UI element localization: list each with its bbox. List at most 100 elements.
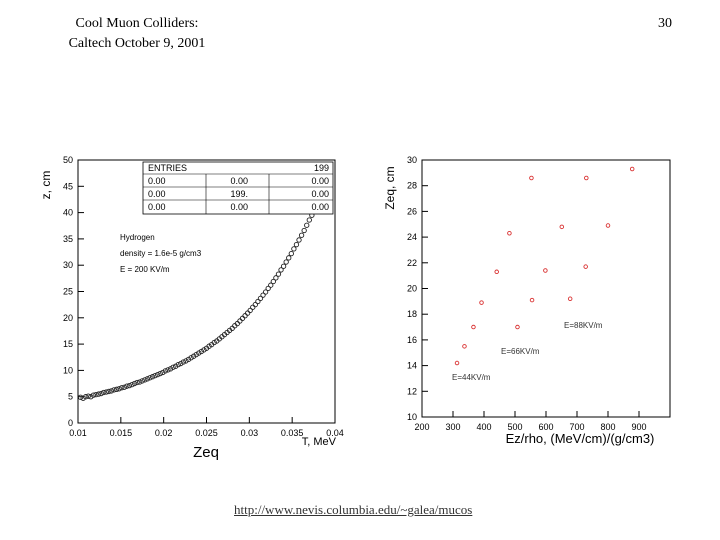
x-tick-label: 300 bbox=[445, 422, 460, 432]
data-point bbox=[298, 232, 305, 238]
x-tick-label: 0.04 bbox=[326, 428, 344, 438]
data-point bbox=[543, 268, 548, 273]
data-point bbox=[157, 370, 163, 377]
y-tick-label: 35 bbox=[63, 234, 73, 244]
data-point bbox=[170, 364, 176, 370]
y-tick-label: 12 bbox=[407, 386, 417, 396]
y-tick-label: 45 bbox=[63, 181, 73, 191]
x-tick-label: 0.025 bbox=[195, 428, 218, 438]
y-axis-label-right: Zeq, cm bbox=[383, 166, 397, 209]
stats-cell: 0.00 bbox=[230, 202, 248, 212]
data-point bbox=[134, 379, 140, 386]
header-subtitle: Caltech October 9, 2001 bbox=[68, 36, 206, 51]
data-point bbox=[103, 389, 109, 395]
slide-header: Cool Muon Colliders: Caltech October 9, … bbox=[62, 14, 212, 54]
x-tick-label: 700 bbox=[569, 422, 584, 432]
x-tick-label: 400 bbox=[476, 422, 491, 432]
data-point bbox=[121, 384, 127, 390]
y-axis-label-left: z, cm bbox=[39, 171, 53, 200]
data-point bbox=[567, 296, 573, 302]
data-point bbox=[278, 267, 284, 273]
footer-link[interactable]: http://www.nevis.columbia.edu/~galea/muc… bbox=[234, 502, 473, 517]
data-point bbox=[293, 242, 300, 248]
y-tick-label: 0 bbox=[68, 418, 73, 428]
y-tick-label: 26 bbox=[407, 206, 417, 216]
data-point bbox=[165, 367, 171, 373]
x-tick-label: 900 bbox=[631, 422, 646, 432]
data-point bbox=[93, 391, 99, 398]
data-point bbox=[162, 368, 169, 374]
data-point bbox=[273, 275, 279, 281]
x-tick-label: 800 bbox=[600, 422, 615, 432]
data-point bbox=[494, 269, 499, 275]
data-point bbox=[106, 388, 112, 395]
data-point bbox=[262, 289, 269, 295]
data-point bbox=[275, 271, 282, 277]
stats-cell: 0.00 bbox=[148, 189, 166, 199]
data-point bbox=[471, 324, 476, 330]
y-tick-label: 20 bbox=[407, 284, 417, 294]
data-point bbox=[629, 166, 635, 172]
data-point bbox=[286, 255, 292, 261]
data-point bbox=[291, 246, 297, 252]
y-tick-label: 28 bbox=[407, 181, 417, 191]
plot-frame-right bbox=[421, 159, 671, 418]
data-point bbox=[247, 307, 253, 314]
y-tick-label: 14 bbox=[407, 361, 417, 371]
data-point bbox=[83, 394, 89, 400]
data-point bbox=[304, 222, 310, 228]
data-point bbox=[584, 175, 589, 181]
data-point bbox=[252, 301, 258, 308]
annotation-block: Hydrogen density = 1.6e-5 g/cm3 E = 200 … bbox=[120, 233, 202, 274]
data-point bbox=[139, 378, 145, 384]
annotation-field: E = 200 KV/m bbox=[120, 265, 170, 274]
header-title: Cool Muon Colliders: bbox=[75, 16, 199, 31]
data-point bbox=[85, 393, 91, 399]
data-point bbox=[507, 230, 512, 236]
data-point bbox=[479, 300, 484, 305]
data-point bbox=[126, 383, 133, 389]
data-point bbox=[462, 344, 467, 349]
x-tick-label: 0.01 bbox=[69, 428, 87, 438]
data-point bbox=[270, 278, 276, 285]
data-point bbox=[301, 227, 307, 234]
data-point bbox=[283, 259, 289, 265]
data-point bbox=[98, 390, 104, 397]
data-point bbox=[260, 292, 266, 298]
stats-cell: 0.00 bbox=[311, 189, 329, 199]
y-tick-label: 25 bbox=[63, 287, 73, 297]
data-point bbox=[137, 379, 143, 385]
data-point bbox=[90, 392, 97, 398]
y-tick-label: 30 bbox=[63, 260, 73, 270]
x-axis-unit-label-left: T, MeV bbox=[302, 436, 337, 448]
y-tick-label: 50 bbox=[63, 155, 73, 165]
y-tick-label: 30 bbox=[407, 155, 417, 165]
y-tick-label: 24 bbox=[407, 232, 417, 242]
data-point bbox=[257, 295, 264, 301]
data-point bbox=[116, 386, 122, 392]
data-point bbox=[152, 373, 158, 379]
plot-frame-left bbox=[77, 159, 336, 424]
y-tick-label: 18 bbox=[407, 309, 417, 319]
data-point bbox=[180, 359, 187, 365]
data-point bbox=[149, 374, 156, 380]
data-point bbox=[95, 391, 102, 397]
y-tick-label: 15 bbox=[63, 339, 73, 349]
data-point bbox=[265, 285, 271, 291]
x-axis-label-right: Ez/rho, (MeV/cm)/(g/cm3) bbox=[506, 431, 655, 446]
data-point bbox=[255, 298, 261, 305]
stats-title: ENTRIES bbox=[148, 163, 187, 173]
page-number: 30 bbox=[658, 16, 672, 31]
stats-cell: 0.00 bbox=[148, 202, 166, 212]
data-point bbox=[515, 324, 520, 330]
annotation-material: Hydrogen bbox=[120, 233, 155, 242]
data-point bbox=[605, 223, 611, 228]
data-point bbox=[559, 224, 565, 230]
data-point bbox=[268, 282, 274, 288]
data-point bbox=[142, 377, 148, 383]
data-point bbox=[529, 297, 535, 303]
y-tick-label: 40 bbox=[63, 208, 73, 218]
annotation-density: density = 1.6e-5 g/cm3 bbox=[120, 249, 202, 258]
